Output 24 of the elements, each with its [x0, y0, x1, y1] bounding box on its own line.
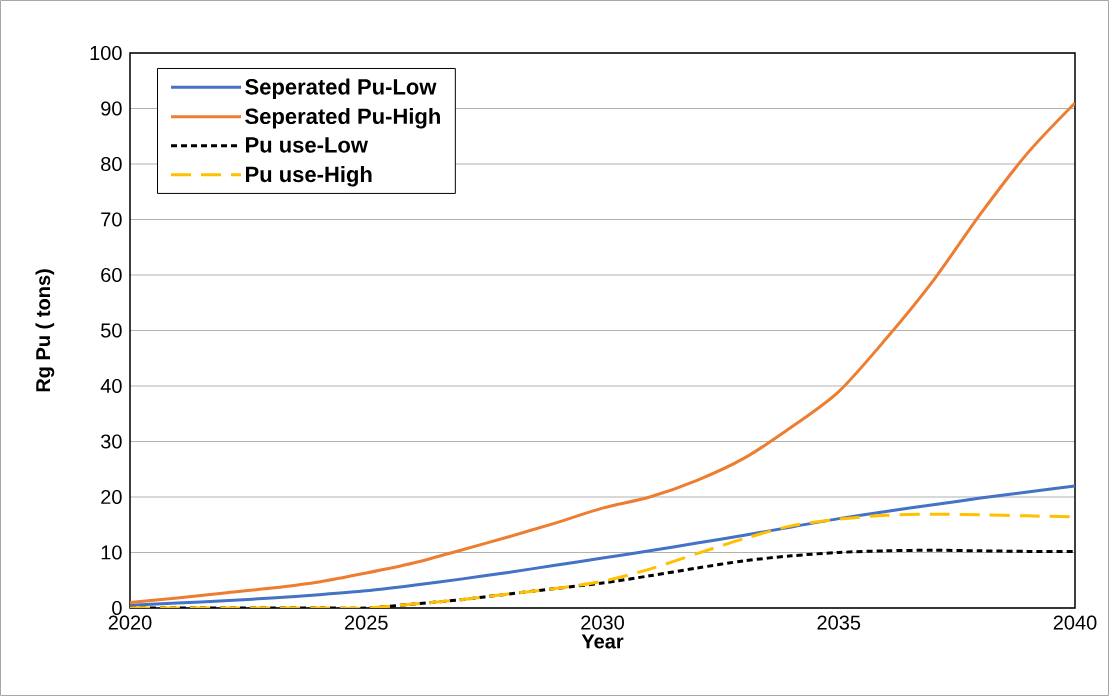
legend-label: Pu use-Low [246, 137, 369, 153]
x-tick-label: 2020 [108, 615, 152, 630]
x-axis-title: Year [581, 634, 624, 649]
legend-label: Seperated Pu-High [245, 107, 440, 129]
y-tick-label: 80 [101, 156, 122, 172]
x-tick-label: 2040 [1053, 615, 1097, 630]
y-tick-label: 10 [101, 545, 122, 560]
x-tick-label: 2030 [581, 615, 624, 630]
y-tick-label: 60 [101, 267, 122, 283]
y-axis-title: Rg Pu ( tons) [35, 269, 55, 392]
y-tick-label: 70 [101, 212, 122, 227]
line-series [130, 101, 1075, 604]
legend-label: Seperated Pu-Low [245, 78, 437, 99]
y-tick-label: 90 [101, 101, 122, 116]
y-tick-label: 100 [90, 45, 122, 61]
y-tick-label: 50 [101, 323, 122, 338]
x-tick-label: 2025 [345, 615, 388, 630]
line-series [130, 484, 1075, 607]
legend-label: Pu use-High [246, 165, 372, 187]
y-tick-label: 0 [112, 600, 122, 616]
y-tick-label: 20 [101, 489, 122, 505]
y-tick-label: 30 [101, 434, 122, 449]
y-tick-label: 40 [100, 378, 122, 394]
x-tick-label: 2035 [817, 615, 861, 630]
